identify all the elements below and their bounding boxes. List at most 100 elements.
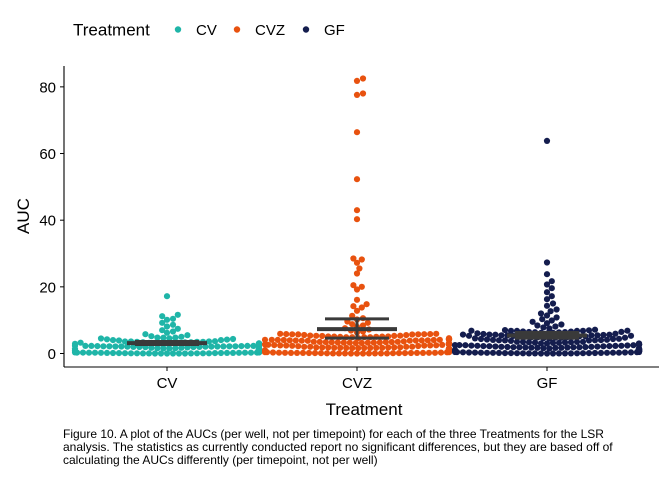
data-point-cvz [319,344,326,351]
data-point-gf [579,350,587,357]
data-point-cvz [370,339,377,346]
data-point-cv [187,350,195,357]
data-point-cv [241,349,249,356]
data-point-cvz [373,344,380,351]
data-point-cvz [353,216,361,223]
data-point-cv [127,350,135,357]
data-point-gf [548,285,555,292]
data-point-gf [585,337,593,344]
data-point-cvz [349,321,356,328]
data-point-gf [510,344,517,351]
data-point-gf [618,342,625,349]
data-point-cv [151,350,159,357]
data-point-cvz [261,341,269,348]
data-point-cvz [433,330,440,337]
data-point-gf [591,337,599,344]
data-point-cvz [353,207,361,214]
data-point-gf [585,350,593,357]
data-point-gf [548,278,555,285]
data-point-cv [205,350,213,357]
data-point-cvz [377,350,385,357]
data-point-gf [546,325,553,332]
data-point-cvz [358,304,365,311]
data-point-gf [627,349,635,356]
data-point-cv [174,311,181,318]
data-point-cvz [397,344,404,351]
data-point-gf [555,350,563,357]
data-point-gf [561,339,569,346]
data-point-gf [543,289,551,296]
data-point-gf [624,342,631,349]
data-point-cv [169,328,177,335]
data-point-cv [223,336,231,343]
data-point-gf [621,334,629,341]
data-point-cv [130,343,137,350]
data-point-gf [474,342,481,349]
data-point-gf [543,281,551,288]
data-point-cv [166,335,173,342]
data-point-gf [462,342,469,349]
data-point-gf [606,331,613,338]
data-point-gf [495,349,503,356]
data-point-gf [501,350,509,357]
data-point-gf [609,349,617,356]
data-point-gf [603,336,611,343]
data-point-cv [163,329,171,336]
data-point-cvz [415,331,422,338]
data-point-cv [238,343,245,350]
data-point-cvz [269,349,277,356]
data-point-gf [553,314,560,321]
data-point-gf [459,331,467,338]
data-point-cv [244,342,251,349]
data-point-cv [220,343,227,350]
data-point-gf [548,317,555,324]
data-point-gf [540,324,547,331]
data-point-gf [492,331,499,338]
data-point-cvz [325,344,332,351]
data-point-cv [223,349,231,356]
data-point-cvz [352,339,359,347]
data-point-gf [546,345,553,352]
data-point-gf [480,330,487,338]
legend-key-cvz [233,26,241,33]
data-point-cv [109,349,117,357]
data-point-cv [214,343,221,350]
data-point-cv [166,345,173,352]
data-point-cv [112,343,119,350]
data-point-cv [159,313,166,320]
data-point-cvz [298,337,305,344]
data-point-cvz [430,336,437,344]
y-tick-label-20: 20 [39,279,56,296]
data-point-cvz [367,344,374,351]
data-point-gf [567,339,575,346]
data-point-gf [474,330,481,337]
data-point-cvz [356,265,363,272]
data-point-cvz [304,337,311,344]
data-point-gf [594,332,601,339]
data-point-gf [483,349,491,356]
data-point-cv [247,349,255,356]
data-point-cv [154,334,161,341]
data-point-cvz [283,331,290,338]
data-point-cvz [394,338,401,345]
data-point-cv [88,342,95,349]
data-point-gf [537,310,545,317]
legend-title: Treatment [73,21,150,40]
data-point-cv [97,349,105,356]
data-point-cvz [427,342,434,349]
data-point-gf [615,335,623,342]
data-point-cvz [376,339,383,346]
data-point-cvz [331,344,338,351]
data-point-cvz [275,349,283,356]
data-point-cvz [353,350,361,357]
data-point-cv [121,350,129,357]
data-point-cvz [363,301,370,308]
data-point-cvz [445,335,453,342]
data-point-gf [606,343,613,350]
data-point-cv [163,323,171,330]
data-point-gf [591,326,599,333]
data-point-cvz [400,338,407,345]
data-point-cv [82,342,89,349]
data-point-cv [181,350,189,357]
data-point-cvz [277,330,284,337]
